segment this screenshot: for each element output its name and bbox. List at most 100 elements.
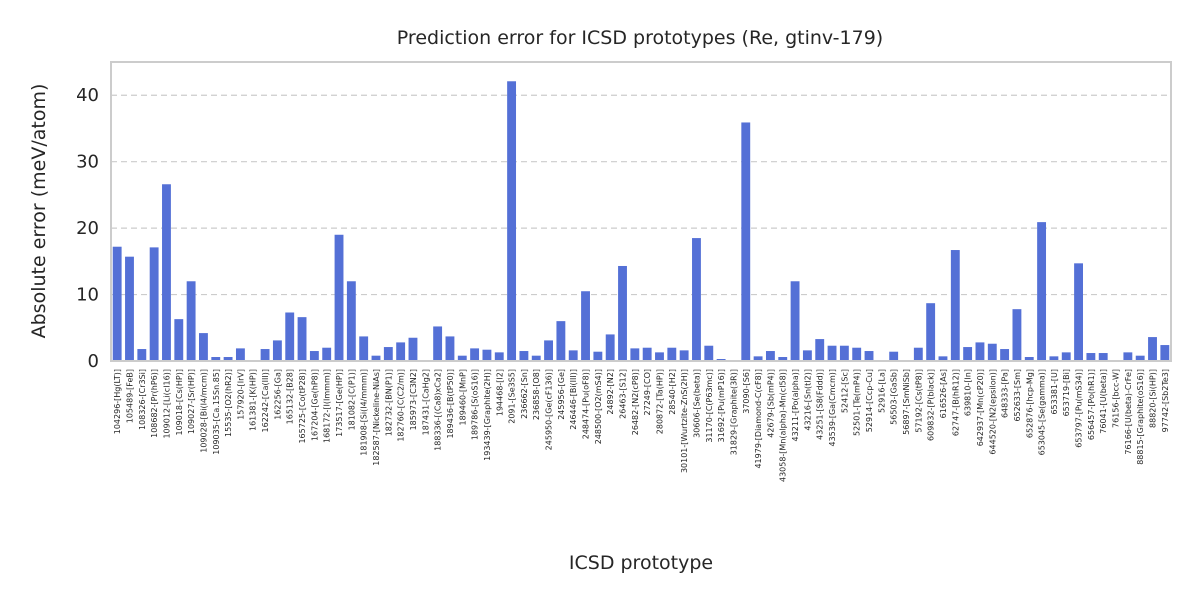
x-tick-label: 248474-[Pu(oF8)] bbox=[582, 369, 591, 439]
x-tick-label: 609832-[P(black)] bbox=[927, 369, 936, 441]
bar-182760-[C(C2/m)] bbox=[396, 342, 406, 361]
x-tick-label: 639810-[In] bbox=[964, 369, 973, 416]
x-tick-label: 248500-[O2(mS4)] bbox=[594, 369, 603, 444]
x-tick-label: 26463-[S12] bbox=[619, 369, 628, 419]
x-tick-label: 43216-[Sn(tI2)] bbox=[803, 369, 812, 431]
bar-642937-[Mn(cP20)] bbox=[975, 342, 985, 361]
x-tick-label: 105489-[FeB] bbox=[125, 369, 134, 423]
bar-88815-[Graphite(oS16)] bbox=[1135, 355, 1145, 361]
x-tick-label: 109028-[Bi(I4/mcm)] bbox=[199, 369, 208, 453]
bar-43251-[S8(Fddd)] bbox=[815, 339, 825, 361]
bar-162256-[Ga] bbox=[272, 340, 282, 361]
bar-182732-[BN(P1)] bbox=[383, 347, 393, 361]
x-tick-label: 43539-[Ga(Cmcm)] bbox=[828, 369, 837, 447]
x-tick-label: 157920-[IrV] bbox=[236, 369, 245, 420]
x-tick-labels: 104296-[Hg(LT)] 105489-[FeB] 108326-[Cr3Si… bbox=[113, 369, 1170, 482]
x-tick-label: 52412-[Sc] bbox=[840, 369, 849, 413]
x-tick-label: 182732-[BN(P1)] bbox=[384, 369, 393, 436]
x-tick-label: 245956-[Ge] bbox=[557, 369, 566, 420]
x-tick-label: 161381-[K(HP)] bbox=[249, 369, 258, 431]
gridlines bbox=[111, 94, 1171, 296]
bar-193439-[Graphite(2H)] bbox=[482, 349, 492, 361]
bar-182587-[Nickeline-NiAs] bbox=[371, 355, 381, 361]
x-tick-label: 56897-[SmNiSb] bbox=[902, 369, 911, 435]
x-tick-label: 194468-[I2] bbox=[495, 369, 504, 416]
bar-104296-[Hg(LT)] bbox=[112, 246, 122, 361]
x-tick-label: 109012-[Li(cI16)] bbox=[162, 369, 171, 439]
bar-26463-[S12] bbox=[618, 265, 627, 361]
x-tick-label: 182587-[Nickeline-NiAs] bbox=[372, 369, 381, 466]
x-tick-label: 236662-[Sn] bbox=[520, 369, 529, 419]
bar-167204-[Ge(hP8)] bbox=[309, 351, 319, 361]
y-axis-label: Absolute error (meV/atom) bbox=[28, 84, 50, 339]
x-tick-label: 27249-[CO] bbox=[643, 369, 652, 415]
plot-frame bbox=[110, 61, 1172, 362]
bar-165132-[B28] bbox=[285, 312, 295, 361]
bar-616526-[As] bbox=[938, 356, 948, 361]
bar-43539-[Ga(Cmcm)] bbox=[827, 345, 837, 361]
bar-653797-[Pu(mS34)] bbox=[1074, 263, 1083, 361]
x-tick-label: 76156-[bcc-W] bbox=[1112, 369, 1121, 428]
x-tick-label: 168172-[I(Immm)] bbox=[323, 369, 332, 443]
x-tick-label: 616526-[As] bbox=[939, 369, 948, 418]
x-tick-label: 182760-[C(C2/m)] bbox=[397, 369, 406, 442]
y-tick-label: 30 bbox=[76, 152, 99, 173]
bar-2091-[Se3S5] bbox=[507, 81, 517, 361]
y-tick-label: 0 bbox=[88, 351, 99, 372]
bar-248500-[O2(mS4)] bbox=[593, 351, 603, 361]
bar-52914-[Ccp-Cu] bbox=[864, 351, 874, 361]
x-tick-label: 653381-[U] bbox=[1050, 369, 1059, 415]
x-tick-label: 648333-[Pa] bbox=[1001, 369, 1010, 418]
bar-648333-[Pa] bbox=[1000, 349, 1010, 361]
x-tick-label: 108682-[Pr(hP6)] bbox=[150, 369, 159, 438]
bar-652633-[Sm] bbox=[1012, 309, 1022, 361]
y-tick-labels: 0 10 20 30 40 bbox=[76, 85, 99, 372]
bar-189786-[S(oS16)] bbox=[470, 348, 480, 361]
bar-194468-[I2] bbox=[494, 352, 504, 361]
y-tick-label: 10 bbox=[76, 285, 99, 306]
bar-43216-[Sn(tI2)] bbox=[802, 350, 812, 361]
bar-653045-[Se(gamma)] bbox=[1037, 222, 1047, 361]
x-tick-label: 245950-[Ge(cF136)] bbox=[545, 369, 554, 450]
bar-236662-[Sn] bbox=[519, 351, 529, 361]
x-tick-label: 173517-[Ge(HP)] bbox=[335, 369, 344, 437]
bar-189436-[B(tP50)] bbox=[445, 336, 455, 361]
bar-37090-[S6] bbox=[741, 122, 751, 361]
x-tick-label: 31170-[C(P63mc)] bbox=[705, 369, 714, 443]
bar-97742-[Sb2Te3] bbox=[1160, 345, 1170, 361]
x-tick-label: 280872-[Ta(HP)] bbox=[655, 369, 664, 434]
bar-76166-[U(beta)-CrFe] bbox=[1123, 352, 1133, 361]
y-tick-label: 40 bbox=[76, 85, 99, 106]
bar-109012-[Li(cI16)] bbox=[162, 184, 171, 361]
x-tick-label: 43211-[Po(alpha)] bbox=[791, 369, 800, 441]
x-tick-label: 62747-[B(hR12)] bbox=[951, 369, 960, 436]
x-tick-label: 97742-[Sb2Te3] bbox=[1161, 369, 1170, 432]
x-tick-label: 108326-[Cr3Si] bbox=[138, 369, 147, 430]
bar-41979-[Diamond-C(cF8)] bbox=[753, 356, 763, 361]
x-tick-label: 56503-[GaSb] bbox=[890, 369, 899, 425]
x-tick-label: 109027-[Sr(HP)] bbox=[187, 369, 196, 434]
x-tick-label: 652633-[Sm] bbox=[1013, 369, 1022, 422]
x-tick-label: 30101-[Wurtzite-ZnS(2H)] bbox=[680, 369, 689, 473]
x-tick-label: 88815-[Graphite(oS16)] bbox=[1136, 369, 1145, 465]
x-tick-label: 52916-[La] bbox=[877, 369, 886, 413]
x-tick-label: 653719-[Bi] bbox=[1062, 369, 1071, 416]
bar-652876-[hcp-Mg] bbox=[1024, 357, 1034, 361]
bar-109035-[Ca.15Sn.85] bbox=[211, 357, 221, 361]
x-axis-label: ICSD prototype bbox=[569, 552, 713, 574]
x-tick-label: 187431-[CaHg2] bbox=[421, 369, 430, 435]
x-tick-label: 43251-[S8(Fddd)] bbox=[816, 369, 825, 440]
x-tick-label: 644520-[N2(epsilon)] bbox=[988, 369, 997, 455]
x-tick-label: 76041-[U(beta)] bbox=[1099, 369, 1108, 434]
x-tick-label: 167204-[Ge(hP8)] bbox=[310, 369, 319, 441]
chart-title: Prediction error for ICSD prototypes (Re… bbox=[397, 27, 883, 49]
x-tick-label: 181082-[C(P1)] bbox=[347, 369, 356, 430]
x-tick-label: 31692-[Pu(mP16)] bbox=[717, 369, 726, 442]
bar-653719-[Bi] bbox=[1061, 352, 1071, 361]
x-tick-label: 26482-[N2(cP8)] bbox=[631, 369, 640, 435]
bar-165725-[Co(tP28)] bbox=[297, 317, 307, 361]
x-tick-label: 193439-[Graphite(2H)] bbox=[483, 369, 492, 461]
x-tick-label: 88820-[Si(HP)] bbox=[1149, 369, 1158, 428]
y-tick-label: 20 bbox=[76, 218, 99, 239]
x-tick-label: 189786-[S(oS16)] bbox=[471, 369, 480, 440]
